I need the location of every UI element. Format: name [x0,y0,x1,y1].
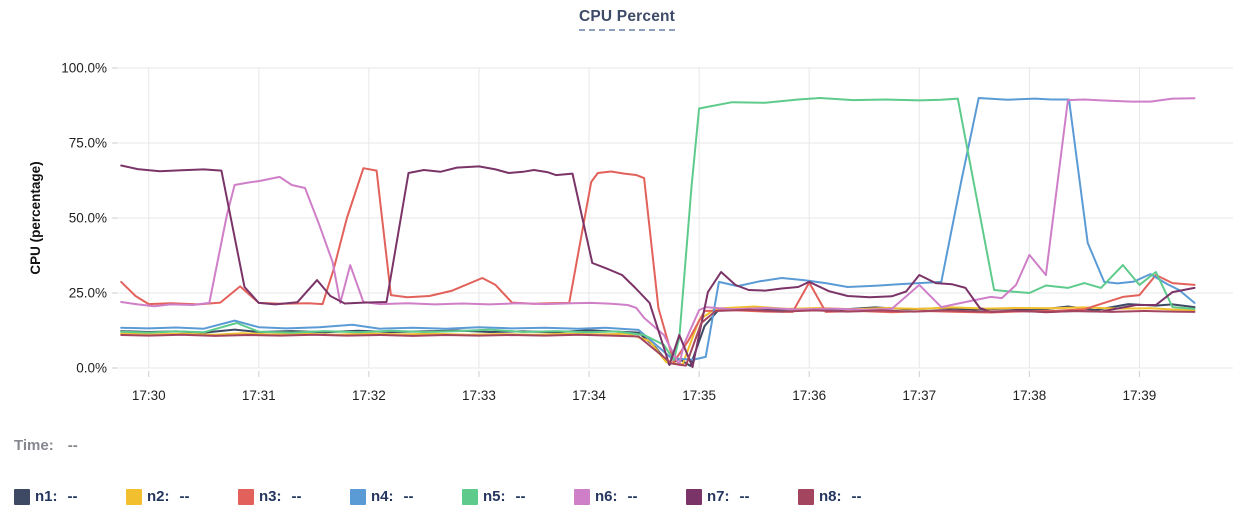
legend-label-n7: n7: [707,488,730,505]
legend-label-n6: n6: [595,488,618,505]
legend-item-n8: n8: -- [798,488,910,505]
svg-text:100.0%: 100.0% [61,61,107,76]
legend-item-n3: n3: -- [238,488,350,505]
legend-item-n7: n7: -- [686,488,798,505]
series-line-n7 [120,164,1196,369]
svg-text:17:38: 17:38 [1012,388,1046,403]
svg-text:17:34: 17:34 [572,388,606,403]
legend-value-n7: -- [739,488,750,505]
svg-text:75.0%: 75.0% [69,136,107,151]
legend-swatch-n6 [574,488,590,505]
legend-value-n3: -- [291,488,302,505]
legend-swatch-n3 [238,488,254,505]
svg-text:0.0%: 0.0% [76,361,107,376]
series-line-n8 [120,308,1196,367]
svg-text:17:30: 17:30 [132,388,166,403]
series-line-n5 [120,97,1196,361]
x-tick-labels: 17:30 17:31 17:32 17:33 17:34 17:35 17:36 17:37… [132,388,1157,403]
legend-value-n4: -- [403,488,414,505]
legend-value-n6: -- [627,488,638,505]
legend-value-n2: -- [179,488,190,505]
time-readout: Time: -- [14,437,78,454]
series-lines [120,97,1196,369]
svg-text:17:37: 17:37 [902,388,936,403]
svg-text:25.0%: 25.0% [69,286,107,301]
svg-text:17:35: 17:35 [682,388,716,403]
legend-label-n1: n1: [35,488,58,505]
legend-swatch-n5 [462,488,478,505]
title-row: CPU Percent [0,8,1254,31]
legend-item-n6: n6: -- [574,488,686,505]
legend-item-n4: n4: -- [350,488,462,505]
legend-value-n1: -- [67,488,78,505]
tick-marks [112,67,1140,377]
legend-item-n1: n1: -- [14,488,126,505]
series-legend: n1: -- n2: -- n3: -- n4: -- n5: -- n6: -- n7: -- n8: -- [14,488,910,505]
legend-value-n8: -- [851,488,862,505]
chart-title[interactable]: CPU Percent [578,8,676,31]
series-line-n6 [120,97,1196,366]
series-line-n2 [120,305,1196,366]
legend-item-n5: n5: -- [462,488,574,505]
legend-label-n4: n4: [371,488,394,505]
legend-value-n5: -- [515,488,526,505]
svg-text:17:33: 17:33 [462,388,496,403]
time-value: -- [67,437,78,454]
legend-swatch-n7 [686,488,702,505]
y-tick-labels: 0.0% 25.0% 50.0% 75.0% 100.0% [61,61,107,376]
legend-label-n2: n2: [147,488,170,505]
time-label: Time: [14,437,54,454]
svg-text:17:32: 17:32 [352,388,386,403]
series-line-n4 [120,97,1196,361]
svg-text:17:39: 17:39 [1123,388,1157,403]
svg-text:50.0%: 50.0% [69,211,107,226]
legend-label-n3: n3: [259,488,282,505]
legend-label-n5: n5: [483,488,506,505]
cpu-percent-chart[interactable]: 0.0% 25.0% 50.0% 75.0% 100.0% 17:30 17:31 17:32… [0,0,1254,425]
gridlines [119,67,1233,369]
legend-swatch-n4 [350,488,366,505]
legend-swatch-n1 [14,488,30,505]
legend-item-n2: n2: -- [126,488,238,505]
svg-text:17:36: 17:36 [792,388,826,403]
legend-swatch-n8 [798,488,814,505]
legend-label-n8: n8: [819,488,842,505]
y-axis-title: CPU (percentage) [28,161,43,274]
legend-swatch-n2 [126,488,142,505]
svg-text:17:31: 17:31 [242,388,276,403]
